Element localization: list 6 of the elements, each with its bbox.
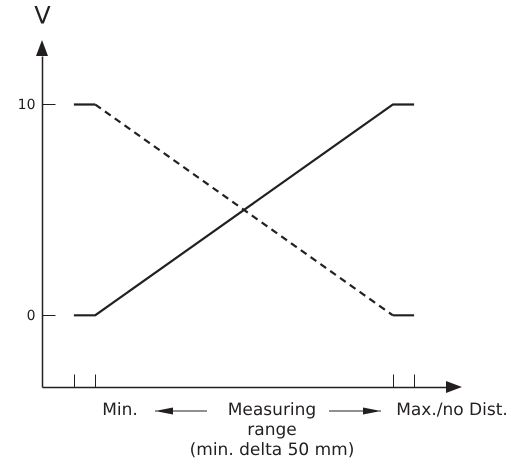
y-axis-title: V [34,2,52,30]
y-tick-label: 10 [18,96,36,113]
y-tick-label: 0 [26,308,36,324]
text: Measuring range (min. delta 50 mm) [188,400,356,460]
text: Min. [101,400,139,420]
text: Max./no Dist. [395,400,509,420]
